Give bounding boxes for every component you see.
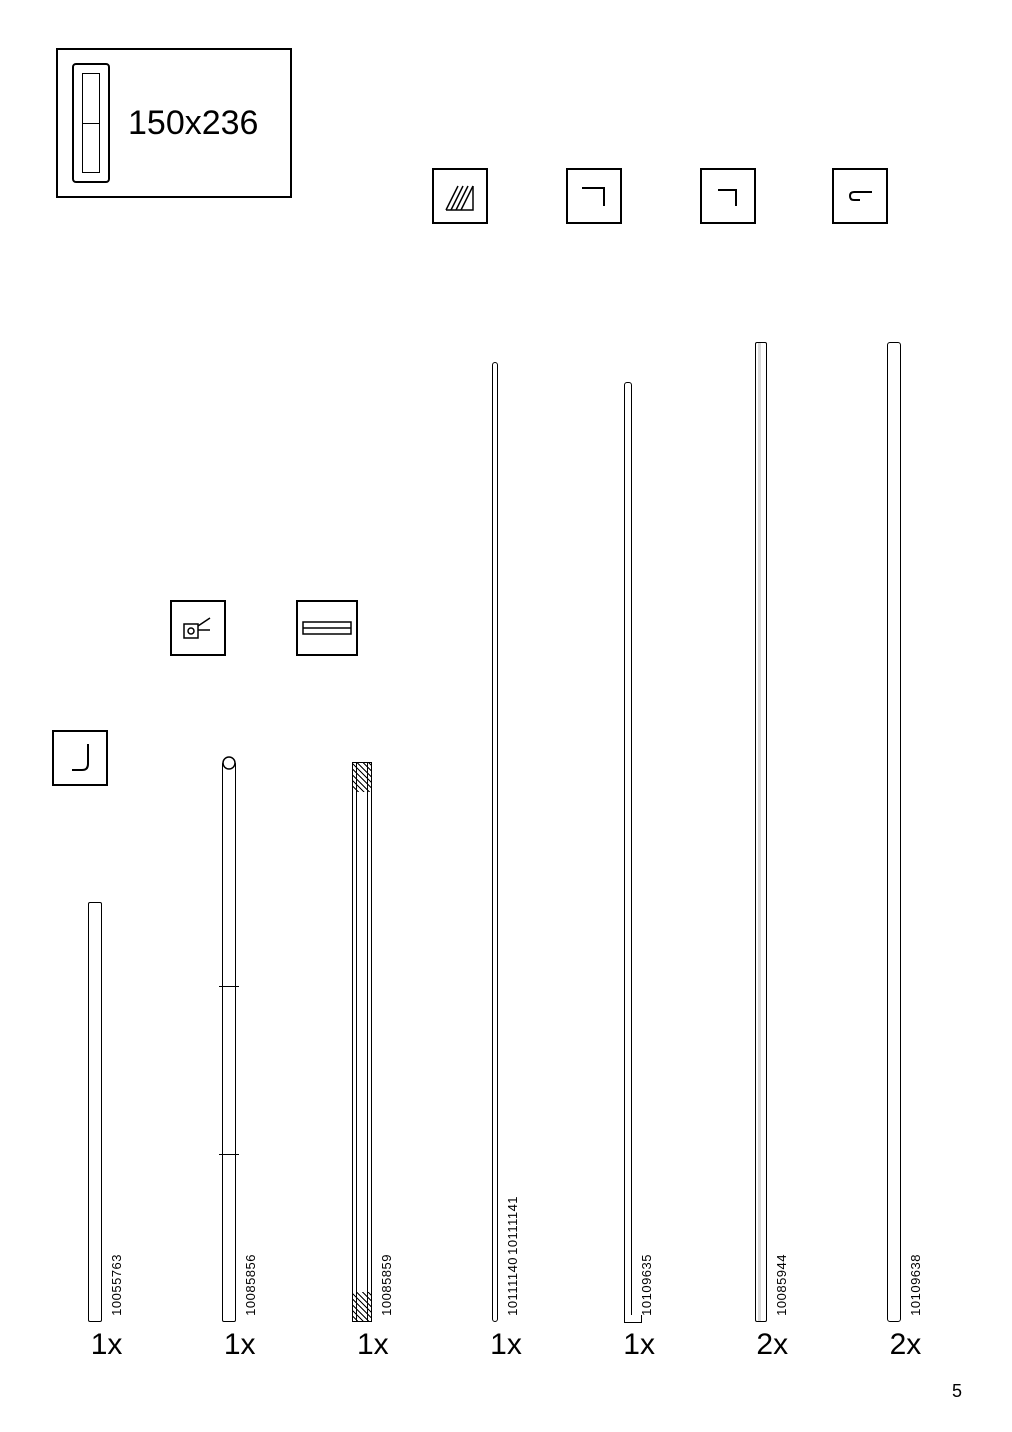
l-bracket-long-icon xyxy=(566,168,622,224)
part-6-profile xyxy=(755,342,767,1322)
part-3-qty: 1x xyxy=(357,1328,389,1362)
part-4-id-a: 10111140 xyxy=(506,1257,520,1316)
l-bracket-short-icon xyxy=(700,168,756,224)
c-hook-icon xyxy=(832,168,888,224)
part-5: 10109635 1x xyxy=(579,382,699,1362)
part-3-id: 10085859 xyxy=(380,1254,394,1316)
part-5-qty: 1x xyxy=(623,1328,655,1362)
part-4-qty: 1x xyxy=(490,1328,522,1362)
part-2-id: 10085856 xyxy=(244,1254,258,1316)
part-6-id: 10085944 xyxy=(775,1254,789,1316)
part-1: 10055763 1x xyxy=(47,902,167,1362)
part-1-qty: 1x xyxy=(91,1328,123,1362)
page-number: 5 xyxy=(952,1381,962,1402)
part-1-profile xyxy=(88,902,102,1322)
part-5-profile xyxy=(624,382,632,1322)
parts-row: 10055763 1x 10085856 1x xyxy=(0,342,1012,1362)
lines-icon xyxy=(432,168,488,224)
part-7-profile xyxy=(887,342,901,1322)
part-4-id: 10111140 10111141 xyxy=(506,1196,520,1316)
part-4: 10111140 10111141 1x xyxy=(446,362,566,1362)
part-2: 10085856 1x xyxy=(180,762,300,1362)
part-7: 10109638 2x xyxy=(845,342,965,1362)
page: 150x236 xyxy=(0,0,1012,1432)
part-6-qty: 2x xyxy=(756,1328,788,1362)
product-size-box: 150x236 xyxy=(56,48,292,198)
part-5-id: 10109635 xyxy=(640,1254,654,1316)
part-6: 10085944 2x xyxy=(712,342,832,1362)
door-icon xyxy=(72,63,110,183)
part-7-qty: 2x xyxy=(890,1328,922,1362)
part-4-id-b: 10111141 xyxy=(506,1196,520,1255)
part-2-profile xyxy=(222,762,236,1322)
part-2-qty: 1x xyxy=(224,1328,256,1362)
part-4-profile xyxy=(492,362,498,1322)
product-size-label: 150x236 xyxy=(128,104,258,143)
part-3-profile xyxy=(352,762,372,1322)
part-3: 10085859 1x xyxy=(313,762,433,1362)
part-1-id: 10055763 xyxy=(110,1254,124,1316)
part-7-id: 10109638 xyxy=(909,1254,923,1316)
